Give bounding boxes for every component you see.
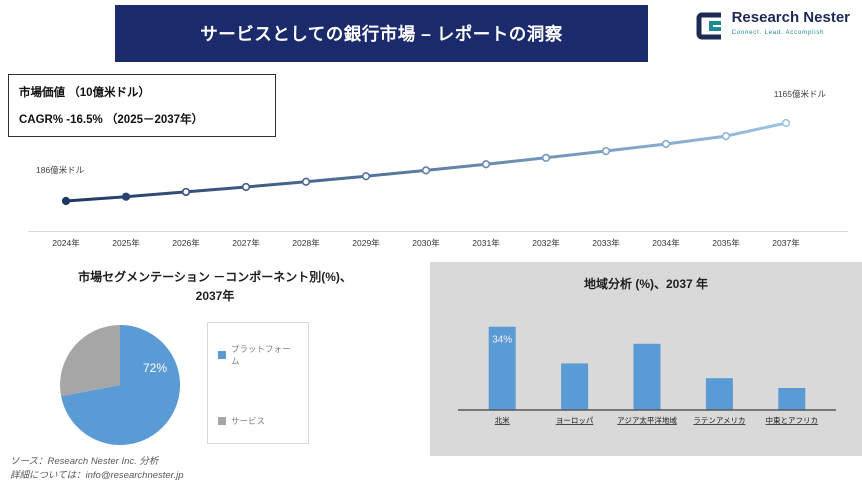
footer: ソース：Research Nester Inc. 分析 詳細については：info… — [10, 455, 184, 484]
trend-x-label: 2025年 — [112, 238, 140, 248]
trend-x-axis — [28, 231, 848, 232]
legend-item: サービス — [218, 415, 298, 427]
segmentation-chart-wrap: 72% プラットフォームサービス — [55, 320, 309, 450]
segmentation-section: 市場セグメンテーション －コンポーネント別(%)、2037年 72% プラットフ… — [0, 262, 430, 457]
market-trend-section: 市場価値 （10億米ドル） CAGR% -16.5% （2025－2037年） … — [0, 68, 862, 258]
trend-x-label: 2030年 — [412, 238, 440, 248]
logo-tagline: Connect. Lead. Accomplish — [731, 29, 825, 36]
trend-x-label: 2027年 — [232, 238, 260, 248]
trend-marker — [421, 166, 431, 175]
logo-text: Research Nester Connect. Lead. Accomplis… — [731, 9, 850, 36]
logo-name: Research Nester — [731, 9, 850, 26]
page-title: サービスとしての銀行市場 – レポートの洞察 — [200, 24, 563, 44]
trend-marker — [61, 196, 71, 206]
trend-x-label: 2029年 — [352, 238, 380, 248]
trend-marker — [601, 146, 611, 156]
region-bar-label: 中東とアフリカ — [766, 415, 819, 425]
footer-contact-line: 詳細については：info@researchnester.jp — [10, 470, 184, 482]
pie-slice-1 — [60, 325, 120, 397]
region-bar-label: ヨーロッパ — [556, 416, 594, 425]
trend-x-label: 2033年 — [592, 238, 620, 248]
trend-x-label: 2037年 — [772, 238, 800, 248]
bar-data-label: 34% — [492, 335, 512, 346]
footer-source-line: ソース：Research Nester Inc. 分析 — [10, 456, 159, 467]
trend-marker — [721, 132, 731, 141]
research-nester-logo: Research Nester Connect. Lead. Accomplis… — [694, 9, 850, 42]
trend-marker — [301, 177, 311, 186]
trend-x-label: 2024年 — [52, 238, 80, 248]
market-trend-line-chart — [61, 118, 791, 206]
region-bar — [705, 378, 733, 411]
legend-label: サービス — [231, 416, 266, 426]
trend-marker — [181, 187, 191, 197]
pie-data-label: 72% — [143, 361, 167, 375]
trend-marker — [661, 139, 671, 149]
region-bar — [778, 388, 806, 411]
segmentation-legend: プラットフォームサービス — [207, 322, 309, 444]
trend-x-label: 2031年 — [472, 238, 500, 248]
market-value-box: 市場価値 （10億米ドル） CAGR% -16.5% （2025－2037年） — [8, 74, 276, 137]
trend-x-label: 2028年 — [292, 238, 320, 248]
segmentation-pie-chart: 72% — [60, 324, 181, 445]
trend-x-label: 2026年 — [172, 238, 200, 248]
legend-swatch-icon — [218, 351, 226, 359]
legend-label: プラットフォーム — [231, 344, 291, 366]
trend-x-label: 2032年 — [532, 238, 560, 248]
trend-marker — [361, 172, 371, 181]
region-bar — [633, 343, 661, 410]
trend-marker — [241, 182, 251, 192]
title-banner: サービスとしての銀行市場 – レポートの洞察 — [115, 5, 648, 62]
trend-marker — [781, 118, 791, 128]
trend-end-value: 1165億米ドル — [773, 89, 826, 99]
research-nester-logo-icon — [696, 12, 721, 40]
region-bar — [561, 363, 589, 410]
regional-bar-chart: 北米 ヨーロッパ アジア太平洋地域 ラテンアメリカ 中東とアフリカ 34% — [458, 326, 836, 425]
trend-x-axis-labels: 2024年 2025年 2026年 2027年 2028年 2029年 2030年 2031年… — [0, 237, 862, 251]
market-value-label: 市場価値 （10億米ドル） — [19, 87, 150, 99]
region-bar-label: 北米 — [495, 415, 510, 425]
cagr-label: CAGR% -16.5% （2025－2037年） — [19, 114, 204, 126]
region-bar-label: ラテンアメリカ — [693, 416, 745, 425]
trend-x-label: 2035年 — [712, 238, 740, 248]
region-bar-label: アジア太平洋地域 — [617, 415, 677, 425]
trend-marker — [541, 153, 551, 162]
pie-slice-0 — [61, 324, 181, 445]
regional-analysis-title: 地域分析 (%)、2037 年 — [583, 277, 709, 291]
trend-marker — [481, 160, 491, 169]
legend-item: プラットフォーム — [218, 343, 298, 367]
region-bar — [488, 326, 516, 410]
legend-swatch-icon — [218, 417, 226, 425]
trend-x-label: 2034年 — [652, 238, 680, 248]
trend-start-value: 186億米ドル — [36, 165, 85, 175]
regional-analysis-panel: 地域分析 (%)、2037 年 北米 ヨーロッパ アジア太平洋地域 ラテンアメリカ 中東… — [430, 262, 862, 456]
trend-marker — [121, 192, 131, 201]
segmentation-title: 市場セグメンテーション －コンポーネント別(%)、2037年 — [78, 270, 352, 303]
